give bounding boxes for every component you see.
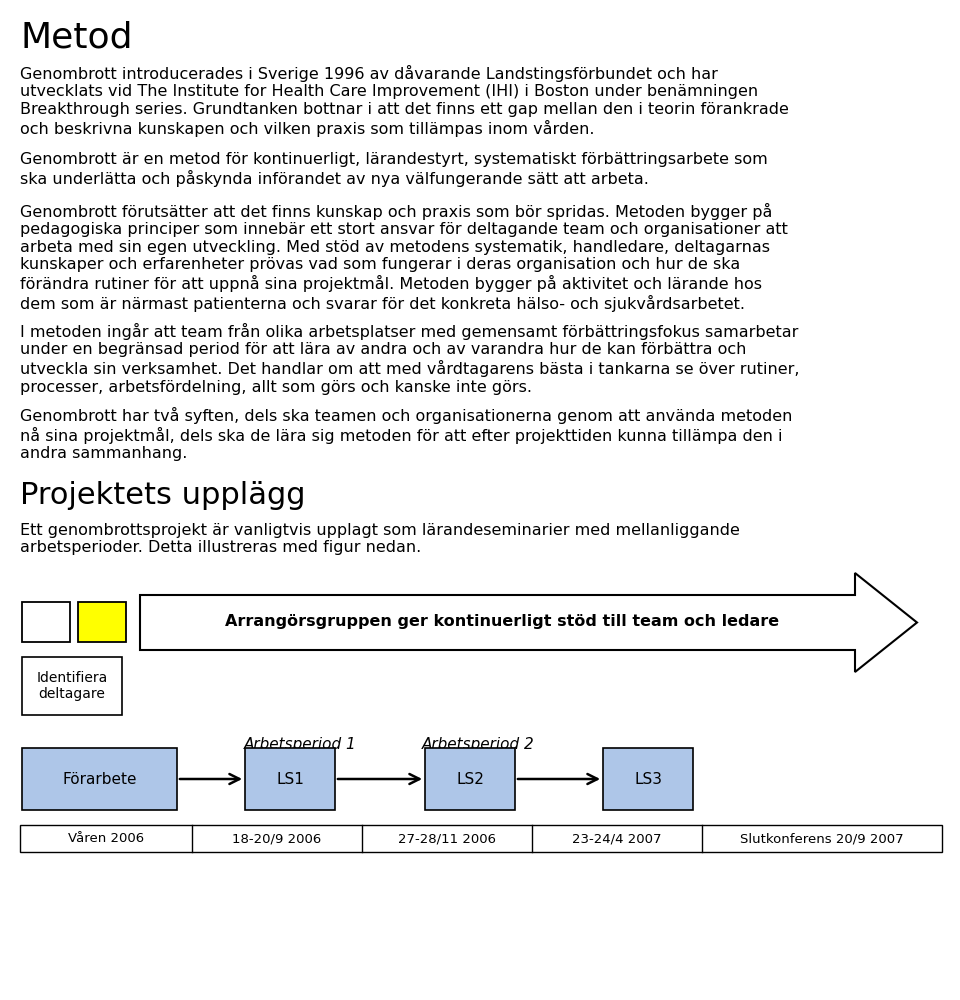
Text: Arbetsperiod 2: Arbetsperiod 2 [421,737,535,752]
Bar [22,748,177,810]
Text: Arrangörsgruppen ger kontinuerligt stöd till team och ledare: Arrangörsgruppen ger kontinuerligt stöd … [226,614,780,629]
Text: Genombrott har två syften, dels ska teamen och organisationerna genom att använd: Genombrott har två syften, dels ska team… [20,407,792,461]
Text: Slutkonferens 20/9 2007: Slutkonferens 20/9 2007 [740,832,903,845]
Text: Metod: Metod [20,20,132,54]
Text: Genombrott förutsätter att det finns kunskap och praxis som bör spridas. Metoden: Genombrott förutsätter att det finns kun… [20,203,788,312]
Text: Våren 2006: Våren 2006 [68,832,144,845]
Bar [245,748,335,810]
Bar [78,602,126,642]
Text: 23-24/4 2007: 23-24/4 2007 [572,832,661,845]
Bar [425,748,515,810]
Text: Identifiera
deltagare: Identifiera deltagare [36,671,108,701]
Text: LS1: LS1 [276,772,304,786]
Text: Projektets upplägg: Projektets upplägg [20,481,305,510]
Text: LS3: LS3 [634,772,662,786]
Text: LS2: LS2 [456,772,484,786]
Text: Förarbete: Förarbete [62,772,136,786]
Text: I metoden ingår att team från olika arbetsplatser med gemensamt förbättringsfoku: I metoden ingår att team från olika arbe… [20,323,800,395]
Bar [603,748,693,810]
Text: Arbetsperiod 1: Arbetsperiod 1 [244,737,356,752]
Text: 18-20/9 2006: 18-20/9 2006 [232,832,322,845]
Polygon shape [140,573,917,672]
Text: Ett genombrottsprojekt är vanligtvis upplagt som lärandeseminarier med mellanlig: Ett genombrottsprojekt är vanligtvis upp… [20,523,740,555]
Text: Genombrott introducerades i Sverige 1996 av dåvarande Landstingsförbundet och ha: Genombrott introducerades i Sverige 1996… [20,65,789,137]
Bar [22,602,70,642]
Bar [20,825,942,852]
Bar [22,657,122,715]
Text: Genombrott är en metod för kontinuerligt, lärandestyrt, systematiskt förbättring: Genombrott är en metod för kontinuerligt… [20,152,768,187]
Text: 27-28/11 2006: 27-28/11 2006 [398,832,496,845]
